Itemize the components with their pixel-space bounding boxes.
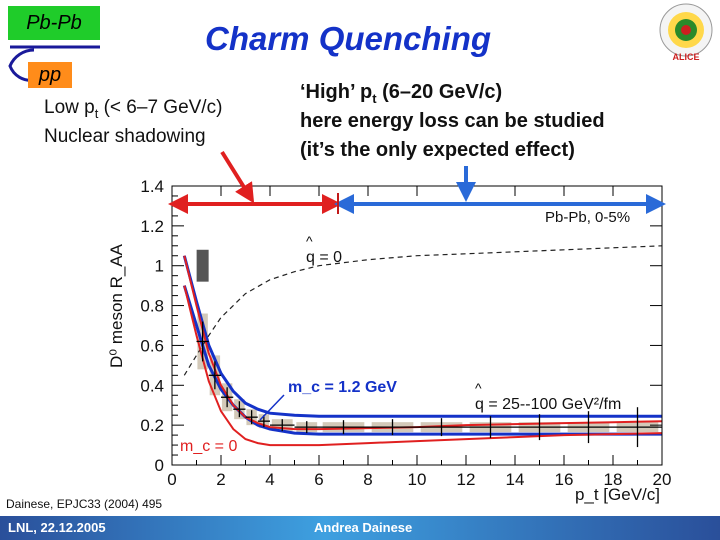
data-points — [196, 321, 662, 448]
y-axis-label: D⁰ meson R_AA — [107, 243, 126, 368]
curve-blue-lower — [182, 285, 662, 436]
low-pt-line1: Low pt (< 6–7 GeV/c) — [44, 97, 222, 125]
citation: Dainese, EPJC33 (2004) 495 — [6, 497, 163, 511]
data-point — [515, 414, 564, 441]
y-tick-label: 0.4 — [140, 376, 164, 395]
footer-bar — [0, 516, 720, 540]
y-tick-label: 1 — [155, 257, 164, 276]
data-point — [294, 421, 319, 434]
model-curves — [182, 245, 663, 447]
y-tick-label: 0 — [155, 456, 164, 475]
high-pt-line2: here energy loss can be studied — [300, 110, 605, 132]
x-tick-label: 12 — [457, 470, 476, 489]
low-pt-line1-post: (< 6–7 GeV/c) — [98, 97, 223, 118]
normalization-box — [196, 249, 209, 282]
x-tick-label: 6 — [314, 470, 323, 489]
annot-q0: q = 0 — [306, 249, 342, 266]
data-point — [196, 321, 209, 362]
data-point — [270, 419, 295, 432]
low-pt-pointer-arrow — [220, 150, 255, 204]
pp-tag: pp — [28, 62, 72, 88]
low-pt-line1-sub: t — [94, 105, 99, 121]
x-tick-label: 2 — [216, 470, 225, 489]
annot-mc12-pointer — [259, 394, 285, 421]
y-tick-label: 0.2 — [140, 416, 164, 435]
data-point — [417, 418, 466, 437]
y-tick-label: 1.2 — [140, 217, 164, 236]
y-tick-label: 1.4 — [140, 177, 164, 196]
slide-title: Charm Quenching — [205, 20, 492, 57]
data-point — [613, 407, 662, 448]
y-tick-label: 0.8 — [140, 297, 164, 316]
curve-blue-upper — [182, 255, 662, 418]
low-pt-line2: Nuclear shadowing — [44, 126, 206, 147]
x-tick-label: 16 — [555, 470, 574, 489]
high-pt-line3: (it’s the only expected effect) — [300, 139, 575, 161]
x-tick-label: 4 — [265, 470, 274, 489]
x-tick-label: 18 — [604, 470, 623, 489]
x-tick-label: 20 — [653, 470, 672, 489]
data-point — [319, 420, 368, 435]
low-pt-line1-pre: Low p — [44, 97, 95, 118]
pbpb-tag: Pb-Pb — [8, 6, 100, 40]
curve-red-lower — [183, 285, 663, 447]
annot-mc0: m_c = 0 — [180, 438, 237, 455]
high-pt-line1-pre: ‘High’ p — [300, 81, 373, 103]
data-point — [233, 401, 246, 418]
data-point — [208, 361, 221, 390]
data-point — [221, 387, 234, 408]
high-pt-line1: ‘High’ pt (6–20 GeV/c) — [300, 78, 502, 113]
annot-mc12: m_c = 1.2 GeV — [288, 379, 397, 396]
annot-qhat: q = 25--100 GeV²/fm — [475, 396, 621, 413]
x-tick-label: 14 — [506, 470, 525, 489]
annot-q0-hat: ^ — [306, 233, 313, 249]
x-tick-label: 10 — [408, 470, 427, 489]
tick-labels: 0 2 4 6 8 10 12 14 16 18 20 0 0.2 0.4 0.6 0.8 1 1.2 1.4 — [140, 177, 671, 489]
x-tick-label: 0 — [167, 470, 176, 489]
high-pt-line1-sub: t — [372, 91, 377, 106]
x-axis-label: p_t [GeV/c] — [575, 485, 660, 504]
legend-text: Pb-Pb, 0-5% — [545, 209, 630, 226]
x-tick-label: 8 — [363, 470, 372, 489]
data-point — [368, 419, 417, 436]
data-point — [466, 416, 515, 439]
curve-dashed-black — [183, 245, 663, 376]
data-point — [564, 411, 613, 444]
footer-left: LNL, 22.12.2005 — [8, 520, 106, 535]
high-pt-line1-post: (6–20 GeV/c) — [376, 81, 503, 103]
footer-center: Andrea Dainese — [314, 520, 413, 535]
data-point — [257, 415, 270, 428]
annot-qhat-hat: ^ — [475, 380, 482, 396]
y-tick-label: 0.6 — [140, 336, 164, 355]
curve-red-upper — [183, 255, 663, 431]
data-point — [245, 410, 258, 425]
